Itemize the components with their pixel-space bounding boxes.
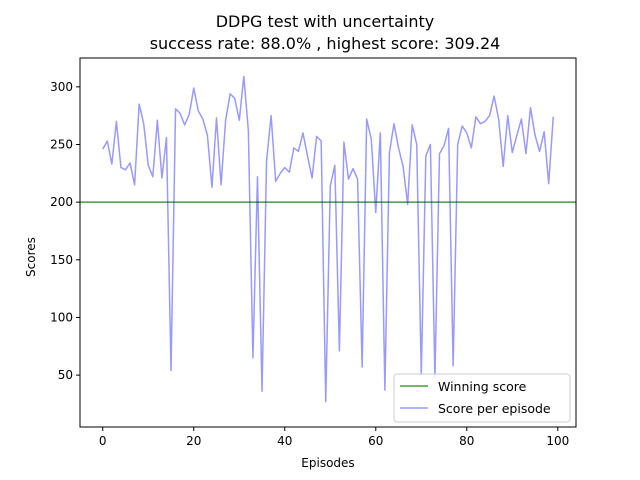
y-axis-ticks: 50 100 150 200 250 300 <box>50 80 80 382</box>
x-tick-label: 60 <box>368 434 383 448</box>
plot-area <box>79 57 577 428</box>
legend-box <box>393 373 571 423</box>
legend-label-score-per-episode: Score per episode <box>438 401 551 416</box>
y-tick-label: 300 <box>50 80 73 94</box>
plot-background <box>80 58 576 427</box>
y-axis-label: Scores <box>24 237 38 277</box>
x-axis-ticks: 0 20 40 60 80 100 <box>99 427 569 448</box>
x-tick-label: 0 <box>99 434 107 448</box>
series-lines <box>102 75 554 403</box>
y-tick-label: 50 <box>58 368 73 382</box>
x-tick-label: 80 <box>459 434 474 448</box>
legend-label-winning-score: Winning score <box>438 379 527 394</box>
chart-title: DDPG test with uncertainty <box>216 12 435 31</box>
y-tick-label: 200 <box>50 195 73 209</box>
series-line-score-per-episode <box>102 75 554 403</box>
y-tick-label: 150 <box>50 253 73 267</box>
y-tick-label: 100 <box>50 310 73 324</box>
x-tick-label: 20 <box>186 434 201 448</box>
chart-subtitle: success rate: 88.0% , highest score: 309… <box>150 34 501 53</box>
y-tick-label: 250 <box>50 137 73 151</box>
x-tick-label: 100 <box>546 434 569 448</box>
legend: Winning score Score per episode <box>393 373 571 423</box>
axes-frame <box>79 57 577 428</box>
x-tick-label: 40 <box>277 434 292 448</box>
x-axis-label: Episodes <box>301 456 354 470</box>
